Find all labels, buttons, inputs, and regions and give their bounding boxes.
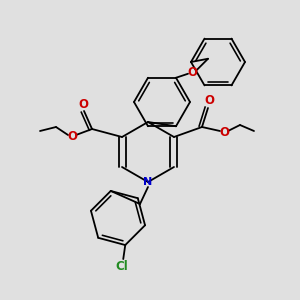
Text: Cl: Cl: [116, 260, 129, 272]
Text: N: N: [143, 177, 153, 187]
Text: O: O: [78, 98, 88, 110]
Text: O: O: [219, 127, 229, 140]
Text: O: O: [187, 66, 197, 79]
Text: O: O: [204, 94, 214, 107]
Text: O: O: [67, 130, 77, 143]
